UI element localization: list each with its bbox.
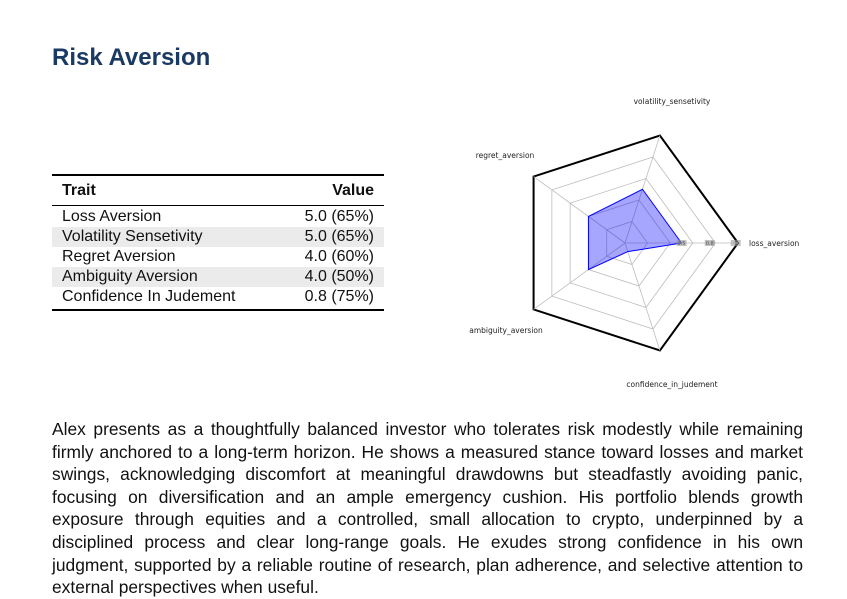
radar-spoke (624, 242, 661, 351)
trait-value: 5.0 (65%) (279, 227, 384, 247)
trait-table: Trait Value Loss Aversion 5.0 (65%) Vola… (52, 174, 384, 311)
trait-name: Volatility Sensetivity (52, 227, 280, 247)
radar-tick-box (676, 240, 687, 246)
trait-name: Ambiguity Aversion (52, 267, 280, 287)
trait-name: Regret Aversion (62, 248, 176, 265)
radar-axis-label: confidence_in_judement (626, 380, 717, 389)
profile-description: Alex presents as a thoughtfully balanced… (52, 419, 803, 598)
table-row: Volatility Sensetivity 5.0 (65%) (52, 227, 384, 247)
trait-value: 0.8 (75%) (279, 287, 384, 311)
radar-axis-label: ambiguity_aversion (469, 326, 543, 335)
radar-tick-box (704, 240, 715, 246)
trait-name: Confidence In Judement (52, 287, 280, 311)
trait-value: 4.0 (60%) (304, 248, 374, 265)
trait-name: Loss Aversion (62, 208, 162, 225)
radar-grid-ring (569, 178, 694, 308)
table-header-row: Trait Value (52, 174, 384, 206)
radar-outer-border (532, 134, 740, 352)
radar-spoke (533, 242, 626, 310)
table-row: Regret Aversion 4.0 (60%) (52, 247, 384, 267)
trait-value: 5.0 (65%) (304, 208, 374, 225)
radar-grid-ring (551, 156, 716, 330)
trait-column-header: Trait (52, 174, 280, 206)
value-column-header: Value (279, 174, 384, 206)
radar-axis-label: loss_aversion (749, 239, 800, 248)
radar-spoke (533, 176, 626, 244)
table-row: Confidence In Judement 0.8 (75%) (52, 287, 384, 311)
radar-tick-box (730, 240, 741, 246)
radar-series-area (587, 188, 683, 271)
table-row: Loss Aversion 5.0 (65%) (52, 206, 384, 228)
table-row: Ambiguity Aversion 4.0 (50%) (52, 267, 384, 287)
radar-tick-label: 0.8 (706, 241, 714, 247)
radar-grid-ring (606, 221, 649, 265)
radar-tick-label: 1 (734, 241, 737, 247)
page-title: Risk Aversion (52, 44, 211, 71)
radar-tick-label: 0.5 (678, 241, 686, 247)
radar-chart: 0.5 0.8 1 loss_aversion volatility_sensetivi… (469, 97, 800, 389)
radar-axis-label: regret_aversion (476, 151, 535, 160)
radar-axis-label: volatility_sensetivity (634, 97, 711, 106)
trait-value: 4.0 (50%) (279, 267, 384, 287)
